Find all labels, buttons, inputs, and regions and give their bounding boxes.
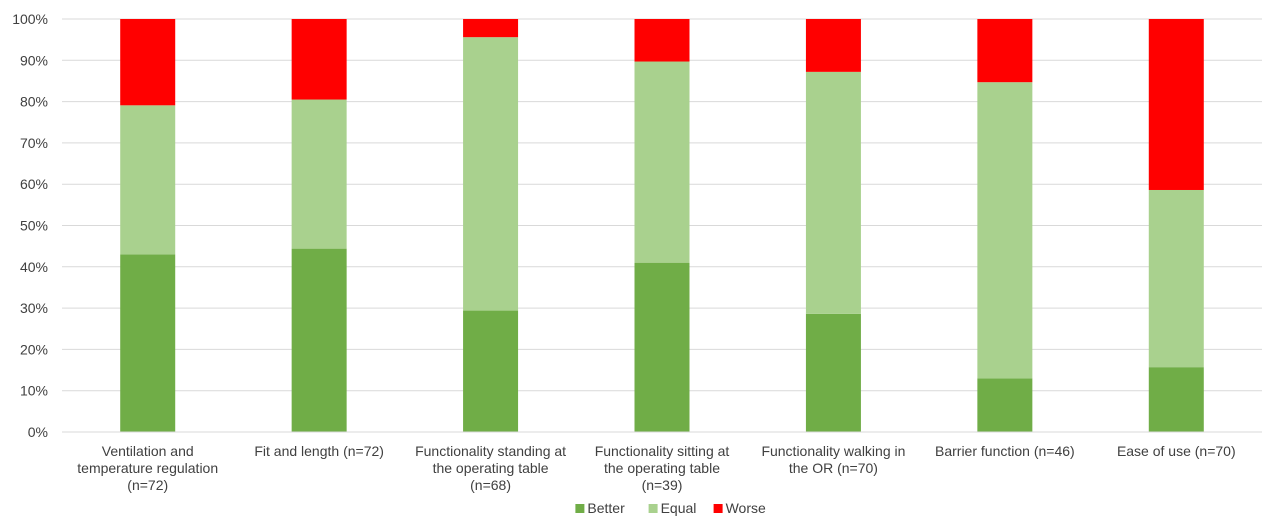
bar-segment-better — [634, 262, 690, 432]
bar-segment-better — [1148, 367, 1204, 432]
x-tick-label: Functionality sitting at the operating ta… — [595, 443, 730, 493]
x-tick-label: Ease of use (n=70) — [1117, 443, 1236, 459]
bar-segment-worse — [1148, 19, 1204, 190]
x-tick-label: Ventilation and temperature regulation (n=… — [77, 443, 218, 493]
y-tick-label: 50% — [20, 218, 48, 234]
x-tick-label: Functionality walking in the OR (n=70) — [761, 443, 905, 476]
bars — [120, 19, 1204, 432]
bar-segment-worse — [463, 19, 519, 38]
legend-swatch-worse — [713, 504, 723, 513]
legend: Better Equal Worse — [575, 500, 766, 516]
bar-segment-worse — [291, 19, 347, 100]
x-axis: Ventilation and temperature regulation (n=… — [62, 431, 1262, 493]
bar-segment-better — [977, 378, 1033, 432]
x-tick-label: Fit and length (n=72) — [254, 443, 384, 459]
bar-segment-equal — [977, 82, 1033, 379]
bar-segment-equal — [120, 105, 176, 255]
y-tick-label: 40% — [20, 259, 48, 275]
y-tick-label: 60% — [20, 176, 48, 192]
y-tick-label: 70% — [20, 135, 48, 151]
bar-segment-equal — [463, 37, 519, 311]
y-tick-label: 100% — [12, 11, 48, 27]
bar-segment-worse — [977, 19, 1033, 83]
y-tick-label: 0% — [28, 424, 48, 440]
bar-segment-better — [463, 310, 519, 432]
legend-swatch-better — [575, 504, 585, 513]
bar-segment-better — [291, 248, 347, 432]
legend-swatch-equal — [648, 504, 658, 513]
bar-segment-worse — [120, 19, 176, 106]
bar-segment-worse — [805, 19, 861, 72]
y-tick-label: 20% — [20, 341, 48, 357]
y-tick-label: 30% — [20, 300, 48, 316]
x-tick-label: Barrier function (n=46) — [935, 443, 1075, 459]
legend-label-equal: Equal — [661, 500, 697, 516]
bar-segment-equal — [805, 71, 861, 314]
y-tick-label: 80% — [20, 94, 48, 110]
bar-segment-equal — [1148, 189, 1204, 368]
y-tick-label: 90% — [20, 52, 48, 68]
y-axis: 0% 10% 20% 30% 40% 50% 60% 70% 80% 90% 100% — [12, 11, 48, 440]
bar-segment-equal — [634, 61, 690, 263]
legend-label-better: Better — [587, 500, 625, 516]
bar-segment-better — [120, 254, 176, 432]
y-tick-label: 10% — [20, 383, 48, 399]
legend-label-worse: Worse — [726, 500, 766, 516]
bar-segment-worse — [634, 19, 690, 62]
bar-segment-equal — [291, 99, 347, 249]
x-tick-label: Functionality standing at the operating t… — [415, 443, 566, 493]
bar-segment-better — [805, 313, 861, 432]
